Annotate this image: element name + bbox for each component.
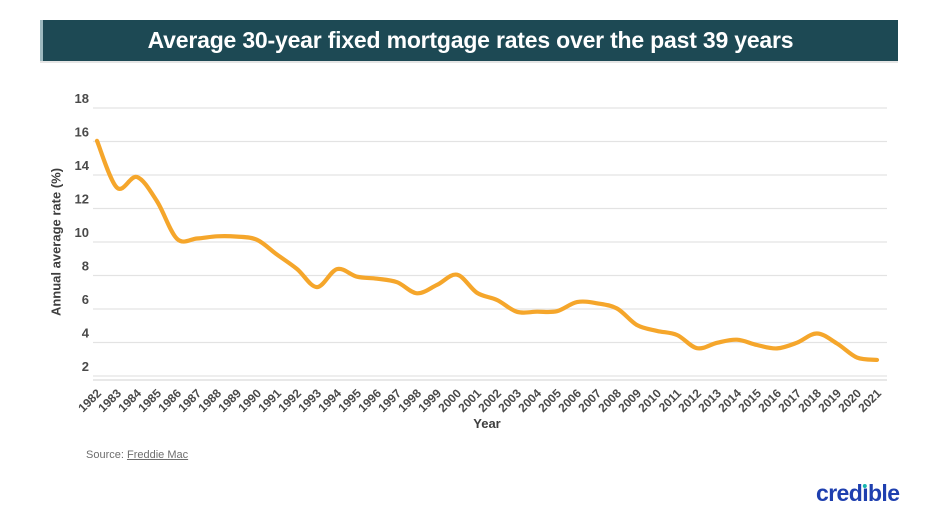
y-axis-title: Annual average rate (%) [48,167,64,317]
y-tick-label: 16 [75,125,89,140]
y-tick-label: 6 [82,292,89,307]
y-tick-label: 14 [75,158,90,173]
source-label: Source: [86,449,124,461]
y-tick-label: 12 [75,192,89,207]
y-tick-label: 18 [75,91,89,106]
gridlines [93,107,887,381]
y-tick-label: 8 [82,259,89,274]
logo-text-part1: cred [816,480,863,506]
chart-title: Average 30-year fixed mortgage rates ove… [147,27,794,53]
y-tick-label: 4 [82,326,90,341]
logo-i-stem: ı [862,480,868,506]
y-tick-label: 2 [82,359,89,374]
source-note: Source: Freddie Mac [86,449,188,461]
y-axis-tick-labels: 2 4 6 8 10 12 14 16 18 [75,91,90,374]
y-tick-label: 10 [75,225,89,240]
x-axis-title: Year [473,416,501,431]
logo-letter-i: ı [862,480,868,506]
mortgage-rate-line [94,138,880,362]
logo-text-part2: ble [867,480,900,506]
credible-logo[interactable]: credı ble [816,480,900,506]
title-bar: Average 30-year fixed mortgage rates ove… [40,20,898,61]
source-link[interactable]: Freddie Mac [126,449,189,461]
x-tick-label: 2021 [855,386,884,415]
logo-i-dot [862,483,868,488]
x-axis-tick-labels: 1982198319841985198619871988198919901991… [75,386,884,415]
